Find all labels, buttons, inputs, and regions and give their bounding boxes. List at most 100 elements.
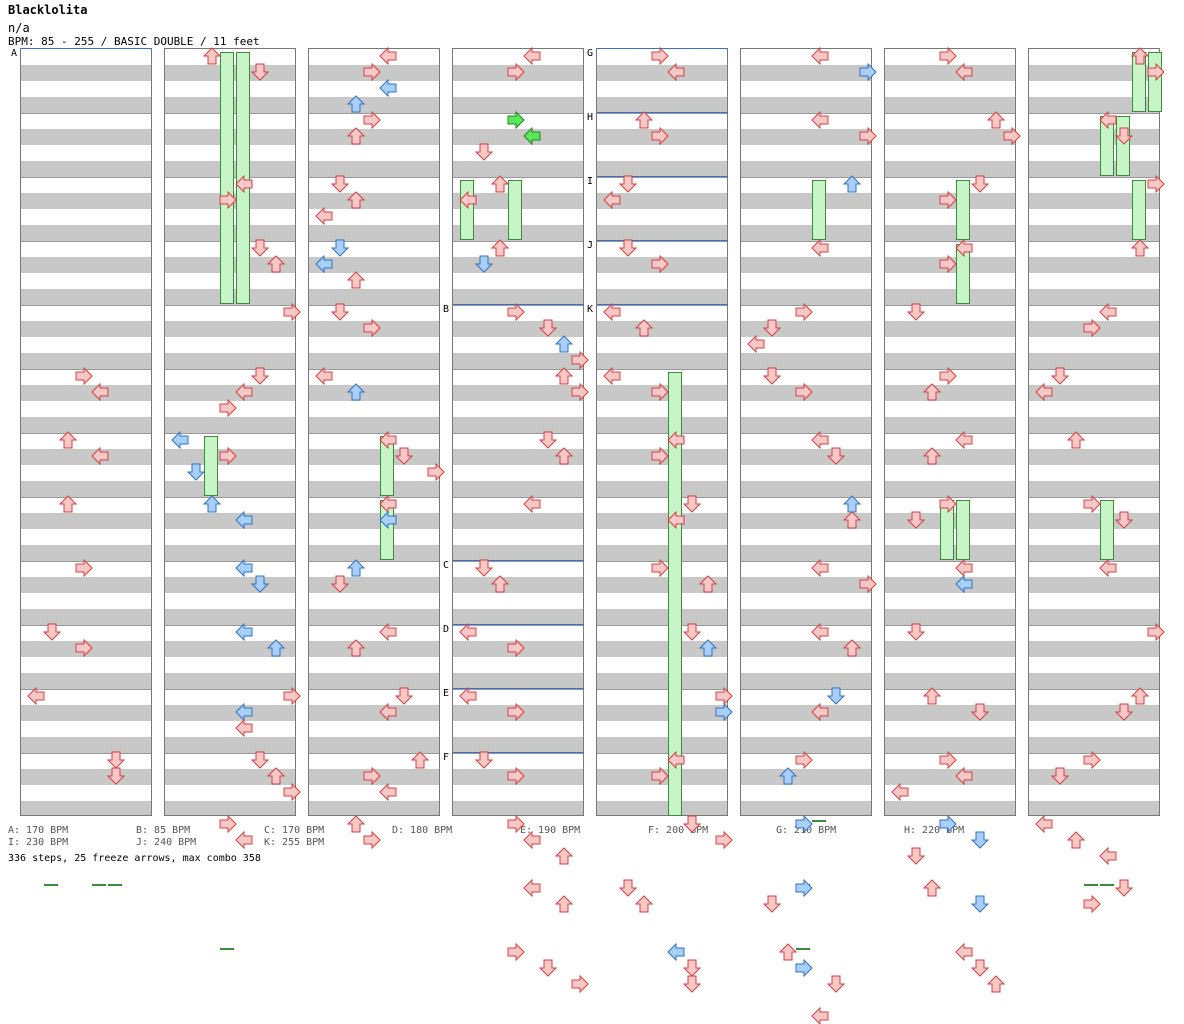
down-arrow-icon [474,143,494,161]
right-arrow-icon [651,254,669,274]
left-arrow-icon [235,718,253,738]
measure-line [165,369,295,370]
song-title: Blacklolita [8,3,88,17]
down-arrow-icon [618,879,638,897]
right-arrow-icon [219,190,237,210]
right-arrow-icon [795,878,813,898]
down-arrow-icon [186,463,206,481]
right-arrow-icon [939,494,957,514]
measure-line [21,689,151,690]
measure-line [453,433,583,434]
left-arrow-icon [315,206,333,226]
down-arrow-icon [330,303,350,321]
up-arrow-icon [922,447,942,465]
down-arrow-icon [762,319,782,337]
chart-column [740,48,872,816]
left-arrow-icon [459,686,477,706]
left-arrow-icon [955,62,973,82]
chart-column [596,48,728,816]
undefined [0,400,16,416]
right-arrow-icon [283,686,301,706]
left-arrow-icon [523,494,541,514]
right-arrow-icon [363,830,381,850]
measure-line [309,369,439,370]
down-arrow-icon [1114,511,1134,529]
freeze-arrow [204,436,218,496]
song-artist: n/a [8,21,30,35]
measure-line [309,497,439,498]
right-arrow-icon [283,782,301,802]
freeze-arrow [1100,500,1114,560]
section-marker-g: G [587,48,594,59]
down-arrow-icon [250,367,270,385]
measure-line [453,689,583,690]
measure-line [1029,561,1159,562]
down-arrow-icon [474,751,494,769]
right-arrow-icon [795,382,813,402]
down-arrow-icon [762,895,782,913]
down-arrow-icon [970,703,990,721]
right-arrow-icon [219,814,237,834]
bpm-change-line [597,112,728,113]
left-arrow-icon [891,782,909,802]
right-arrow-icon [795,750,813,770]
legend-bpm-j: J: 240 BPM [136,837,197,848]
measure-line [165,561,295,562]
freeze-arrow [460,180,474,240]
measure-line [741,369,871,370]
measure-line [1029,369,1159,370]
bpm-change-line [453,560,584,561]
bpm-change-line [453,688,584,689]
measure-line [453,561,583,562]
freeze-arrow [220,52,234,304]
right-arrow-icon [939,190,957,210]
left-arrow-icon [1035,382,1053,402]
right-arrow-icon [795,814,813,834]
down-arrow-icon [682,623,702,641]
left-arrow-icon [315,254,333,274]
measure-line [1029,241,1159,242]
up-arrow-icon [1130,47,1150,65]
right-arrow-icon [427,462,445,482]
bpm-change-line [453,752,584,753]
down-arrow-icon [394,687,414,705]
measure-line [309,433,439,434]
left-arrow-icon [379,782,397,802]
down-arrow-icon [906,847,926,865]
down-arrow-icon [394,447,414,465]
legend-bpm-i: I: 230 BPM [8,837,69,848]
up-arrow-icon [698,639,718,657]
up-arrow-icon [1130,239,1150,257]
measure-line [165,433,295,434]
down-arrow-icon [330,575,350,593]
legend-bpm-h: H: 220 BPM [904,825,965,836]
freeze-arrow [1148,52,1162,112]
measure-line [165,753,295,754]
left-arrow-icon [1099,110,1117,130]
legend-bpm-a: A: 170 BPM [8,825,69,836]
down-arrow-icon [474,255,494,273]
right-arrow-icon [507,110,525,130]
measure-line [309,241,439,242]
left-arrow-icon [235,622,253,642]
measure-line [309,753,439,754]
right-arrow-icon [651,558,669,578]
down-arrow-icon [1114,127,1134,145]
measure-line [741,497,871,498]
right-arrow-icon [795,958,813,978]
left-arrow-icon [667,942,685,962]
right-arrow-icon [571,974,589,994]
freeze-arrow [1116,116,1130,176]
freeze-arrow [1132,180,1146,240]
down-arrow-icon [538,431,558,449]
measure-line [309,177,439,178]
right-arrow-icon [363,62,381,82]
measure-line [741,113,871,114]
up-arrow-icon [346,383,366,401]
left-arrow-icon [379,46,397,66]
section-marker-a: A [11,48,18,59]
left-arrow-icon [955,766,973,786]
bpm-change-line [597,240,728,241]
measure-line [165,689,295,690]
up-arrow-icon [202,47,222,65]
